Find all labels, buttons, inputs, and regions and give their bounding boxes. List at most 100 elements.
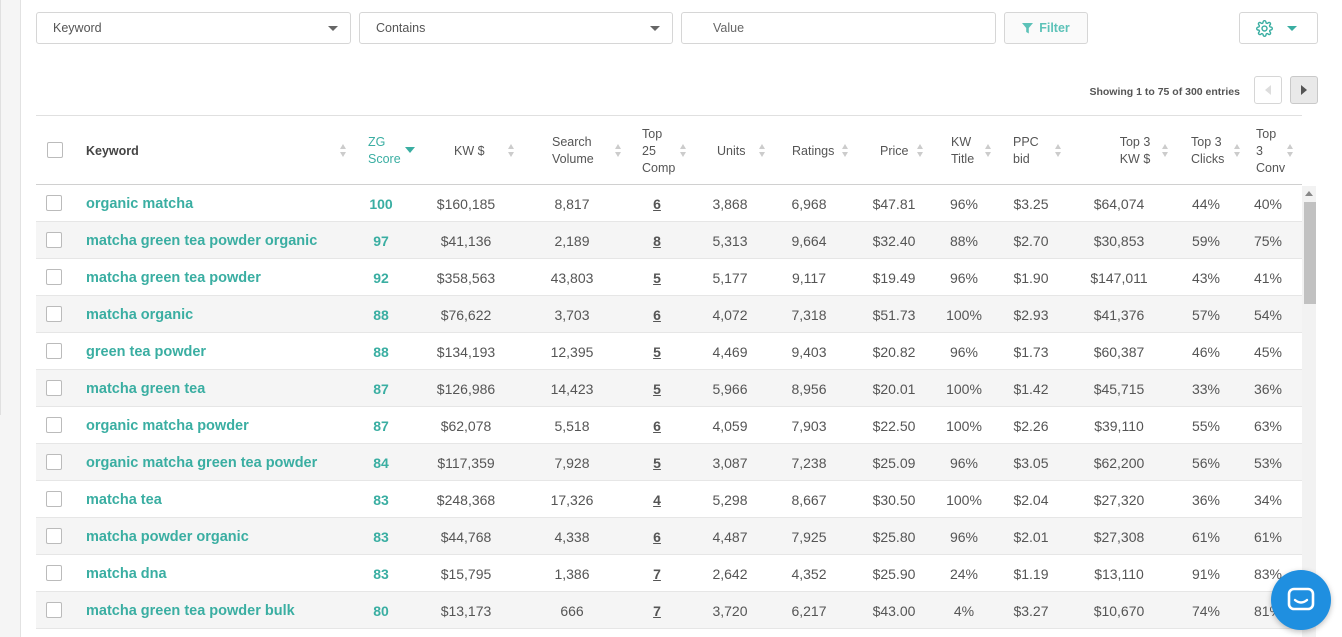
kw-title-cell: 24% — [949, 565, 979, 582]
top3-conv-cell: 41% — [1253, 269, 1283, 286]
ratings-cell: 6,968 — [791, 195, 827, 212]
keyword-cell[interactable]: organic matcha powder — [86, 417, 249, 434]
top3-kw-cell: $10,670 — [1093, 602, 1145, 619]
keyword-cell[interactable]: matcha powder organic — [86, 528, 249, 545]
col-top3-kw[interactable]: Top 3 KW $ — [1105, 116, 1165, 186]
sort-icon — [508, 144, 515, 158]
keyword-cell[interactable]: matcha tea — [86, 491, 162, 508]
ratings-cell: 7,925 — [791, 528, 827, 545]
col-search-volume[interactable]: Search Volume — [552, 116, 622, 186]
top25-comp-link[interactable]: 5 — [653, 454, 661, 471]
table-row[interactable]: matcha green tea powder organic 97 $41,136… — [36, 222, 1302, 259]
kw-dollar-cell: $44,768 — [440, 528, 492, 545]
kw-dollar-cell: $160,185 — [436, 195, 496, 212]
top25-comp-link[interactable]: 7 — [653, 602, 661, 619]
col-zg-score[interactable]: ZG Score — [368, 116, 408, 186]
table-row[interactable]: matcha green tea powder 92 $358,563 43,803 5… — [36, 259, 1302, 296]
search-volume-cell: 43,803 — [550, 269, 594, 286]
kw-title-cell: 96% — [949, 195, 979, 212]
row-checkbox[interactable] — [46, 380, 62, 396]
keyword-cell[interactable]: organic matcha green tea powder — [86, 454, 318, 471]
search-volume-cell: 666 — [560, 602, 584, 619]
col-ppc-bid[interactable]: PPC bid — [1013, 116, 1053, 186]
top25-comp-link[interactable]: 7 — [653, 565, 661, 582]
row-checkbox[interactable] — [46, 528, 62, 544]
operator-select[interactable]: Contains — [359, 12, 673, 44]
top3-clicks-cell: 55% — [1191, 417, 1221, 434]
col-units[interactable]: Units — [717, 116, 767, 186]
col-keyword[interactable]: Keyword — [86, 116, 346, 186]
top25-comp-link[interactable]: 5 — [653, 343, 661, 360]
row-checkbox[interactable] — [46, 306, 62, 322]
top3-kw-cell: $27,308 — [1093, 528, 1145, 545]
top25-comp-link[interactable]: 5 — [653, 380, 661, 397]
top25-comp-link[interactable]: 6 — [653, 528, 661, 545]
table-row[interactable]: matcha powder organic 83 $44,768 4,338 6 4,48… — [36, 518, 1302, 555]
table-row[interactable]: organic matcha powder 87 $62,078 5,518 6 4,05… — [36, 407, 1302, 444]
col-top25-label: Comp — [642, 160, 676, 175]
scrollbar-thumb[interactable] — [1304, 202, 1316, 304]
col-top3-conv[interactable]: Top 3 Conv — [1256, 116, 1296, 186]
table-row[interactable]: matcha green tea powder bulk 80 $13,173 666… — [36, 592, 1302, 629]
top3-clicks-cell: 46% — [1191, 343, 1221, 360]
keyword-cell[interactable]: matcha organic — [86, 306, 194, 323]
table-row[interactable]: matcha organic 88 $76,622 3,703 6 4,072 7,318 $… — [36, 296, 1302, 333]
select-all-checkbox[interactable] — [47, 142, 63, 158]
sort-icon — [1287, 144, 1294, 158]
kw-dollar-cell: $248,368 — [436, 491, 496, 508]
field-select[interactable]: Keyword — [36, 12, 351, 44]
col-price[interactable]: Price — [880, 116, 930, 186]
price-cell: $47.81 — [872, 195, 916, 212]
col-search-volume-label: Volume — [552, 152, 594, 166]
row-checkbox[interactable] — [46, 232, 62, 248]
row-checkbox[interactable] — [46, 269, 62, 285]
next-page-button[interactable] — [1290, 76, 1318, 104]
scroll-up-arrow-icon[interactable] — [1305, 191, 1313, 196]
units-cell: 3,720 — [712, 602, 748, 619]
filter-button[interactable]: Filter — [1004, 12, 1088, 44]
col-kw-dollar[interactable]: KW $ — [454, 116, 514, 186]
col-top3-clicks[interactable]: Top 3 Clicks — [1191, 116, 1231, 186]
top25-comp-link[interactable]: 8 — [653, 232, 661, 249]
top25-comp-link[interactable]: 6 — [653, 195, 661, 212]
chat-launcher-button[interactable] — [1271, 570, 1331, 630]
keyword-cell[interactable]: matcha green tea powder bulk — [86, 602, 295, 619]
chat-icon — [1287, 587, 1315, 611]
top25-comp-link[interactable]: 6 — [653, 306, 661, 323]
kw-title-cell: 96% — [949, 528, 979, 545]
table-row[interactable]: organic matcha green tea powder 84 $117,35… — [36, 444, 1302, 481]
top25-comp-link[interactable]: 5 — [653, 269, 661, 286]
col-ratings[interactable]: Ratings — [792, 116, 852, 186]
row-checkbox[interactable] — [46, 343, 62, 359]
keyword-cell[interactable]: matcha green tea powder organic — [86, 232, 318, 249]
row-checkbox[interactable] — [46, 602, 62, 618]
table-row[interactable]: organic matcha 100 $160,185 8,817 6 3,868 6,96… — [36, 185, 1302, 222]
row-checkbox[interactable] — [46, 454, 62, 470]
top3-clicks-cell: 36% — [1191, 491, 1221, 508]
units-cell: 4,059 — [712, 417, 748, 434]
value-input[interactable]: Value — [681, 12, 996, 44]
row-checkbox[interactable] — [46, 565, 62, 581]
row-checkbox[interactable] — [46, 417, 62, 433]
table-row[interactable]: matcha tea 83 $248,368 17,326 4 5,298 8,667 $30… — [36, 481, 1302, 518]
row-checkbox[interactable] — [46, 491, 62, 507]
chevron-down-icon — [650, 26, 660, 31]
keyword-cell[interactable]: matcha green tea — [86, 380, 206, 397]
ratings-cell: 7,903 — [791, 417, 827, 434]
top25-comp-link[interactable]: 6 — [653, 417, 661, 434]
keyword-cell[interactable]: organic matcha — [86, 195, 194, 212]
col-kw-title[interactable]: KW Title — [951, 116, 991, 186]
table-row[interactable]: green tea powder 88 $134,193 12,395 5 4,469 9,… — [36, 333, 1302, 370]
table-row[interactable]: matcha green tea 87 $126,986 14,423 5 5,966 8,… — [36, 370, 1302, 407]
prev-page-button[interactable] — [1254, 76, 1282, 104]
keyword-cell[interactable]: matcha dna — [86, 565, 167, 582]
settings-dropdown[interactable] — [1239, 12, 1318, 44]
keyword-cell[interactable]: green tea powder — [86, 343, 207, 360]
col-top25-comp[interactable]: Top 25 Comp — [642, 116, 682, 186]
row-checkbox[interactable] — [46, 195, 62, 211]
top25-comp-link[interactable]: 4 — [653, 491, 661, 508]
table-row[interactable]: matcha dna 83 $15,795 1,386 7 2,642 4,352 $25.9… — [36, 555, 1302, 592]
keyword-cell[interactable]: matcha green tea powder — [86, 269, 261, 286]
search-volume-cell: 17,326 — [550, 491, 594, 508]
ppc-bid-cell: $1.90 — [1013, 269, 1049, 286]
